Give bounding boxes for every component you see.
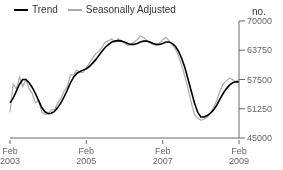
svg-text:no.: no. (252, 6, 266, 17)
svg-text:57500: 57500 (247, 75, 272, 85)
svg-text:45000: 45000 (247, 133, 272, 143)
svg-text:Feb2005: Feb2005 (76, 146, 96, 166)
svg-text:Feb2009: Feb2009 (229, 146, 249, 166)
html-text:Seasonally Adjusted: Seasonally Adjusted (85, 4, 176, 15)
svg-text:Feb2007: Feb2007 (153, 146, 173, 166)
svg-text:51250: 51250 (247, 104, 272, 114)
svg-text:Feb2003: Feb2003 (8, 146, 20, 166)
svg-text:63750: 63750 (247, 45, 272, 55)
svg-text:70000: 70000 (247, 16, 272, 26)
html-text:Trend: Trend (32, 4, 58, 15)
